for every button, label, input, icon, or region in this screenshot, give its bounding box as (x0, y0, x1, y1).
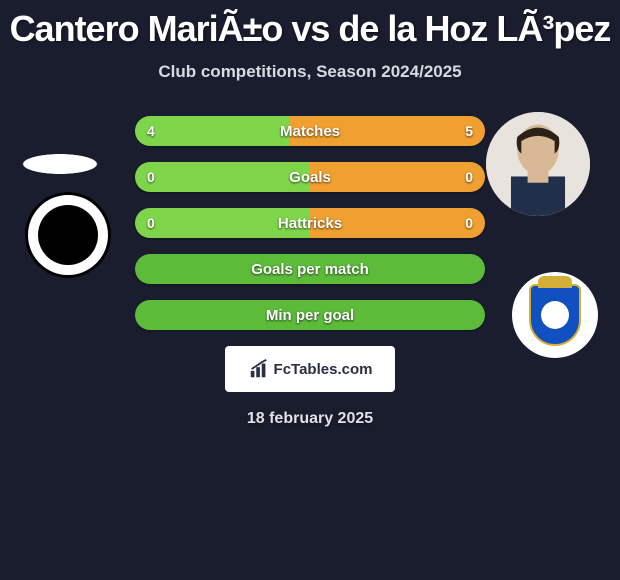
date-label: 18 february 2025 (0, 410, 620, 428)
player-right-photo (486, 112, 590, 216)
subtitle: Club competitions, Season 2024/2025 (0, 62, 620, 82)
stat-right-value: 0 (465, 208, 473, 238)
brand-text: FcTables.com (274, 361, 373, 378)
stat-row: Min per goal (135, 300, 485, 330)
chart-icon (248, 358, 270, 380)
stat-left-value: 4 (147, 116, 155, 146)
stat-row: Matches4 5 (135, 116, 485, 146)
stat-left-value: 0 (147, 162, 155, 192)
brand-badge: FcTables.com (225, 346, 395, 392)
stat-left-value: 0 (147, 208, 155, 238)
stat-label: Goals (135, 162, 485, 192)
stat-row: Goals per match (135, 254, 485, 284)
stat-label: Goals per match (135, 254, 485, 284)
page-title: Cantero MariÃ±o vs de la Hoz LÃ³pez (0, 0, 620, 50)
stat-right-value: 5 (465, 116, 473, 146)
stat-label: Matches (135, 116, 485, 146)
stats-bars: Matches45Goals00Hattricks00Goals per mat… (135, 112, 485, 330)
club-badge-right (512, 272, 598, 358)
club-badge-left (25, 192, 111, 278)
stat-right-value: 0 (465, 162, 473, 192)
stat-row: Hattricks0 0 (135, 208, 485, 238)
stat-label: Hattricks (135, 208, 485, 238)
comparison-panel: Matches45Goals00Hattricks00Goals per mat… (0, 112, 620, 428)
stat-label: Min per goal (135, 300, 485, 330)
stat-row: Goals0 0 (135, 162, 485, 192)
